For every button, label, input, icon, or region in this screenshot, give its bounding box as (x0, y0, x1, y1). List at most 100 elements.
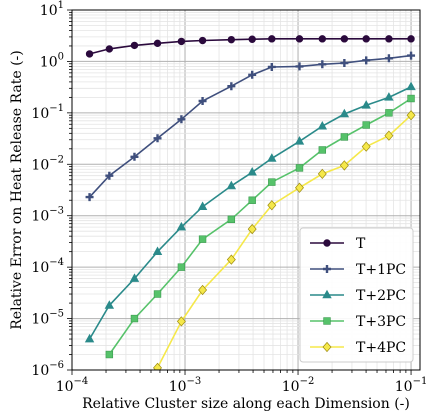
data-point (105, 45, 114, 53)
data-point (130, 41, 139, 50)
data-point (104, 300, 115, 309)
legend-label: T+3PC (356, 314, 406, 330)
series-line (156, 114, 412, 369)
data-point (406, 81, 416, 91)
y-axis-label: Relative Error on Heat Release Rate (-) (9, 50, 25, 329)
data-point (294, 136, 305, 145)
legend-item: T (310, 236, 366, 252)
data-point (198, 284, 208, 296)
data-point (197, 201, 208, 210)
data-point (384, 54, 393, 63)
data-point (268, 178, 276, 186)
data-point (295, 62, 304, 71)
x-axis-label: Relative Cluster size along each Dimensi… (82, 396, 410, 412)
data-point (407, 94, 415, 103)
plot-frame (71, 9, 421, 371)
legend-marker (322, 341, 332, 353)
data-point (105, 171, 114, 180)
data-point (247, 223, 257, 235)
y-tick-label: 10−4 (31, 257, 64, 276)
series-layer (84, 35, 416, 370)
data-point (130, 152, 139, 161)
data-point (85, 50, 94, 58)
data-point (153, 134, 162, 143)
legend-marker (323, 265, 331, 273)
data-point (339, 160, 349, 171)
data-point (384, 92, 394, 101)
data-point (248, 196, 256, 204)
y-tick-label: 10−1 (31, 103, 64, 122)
y-tick-label: 101 (40, 0, 64, 19)
legend-label: T+4PC (356, 340, 406, 356)
data-point (340, 35, 349, 43)
data-point (361, 141, 371, 152)
legend-item: T+2PC (310, 288, 406, 304)
data-point (85, 193, 94, 202)
data-point (318, 35, 327, 43)
data-point (227, 215, 236, 224)
data-point (177, 37, 186, 46)
data-point (176, 221, 187, 231)
x-tick-label: 10−2 (282, 376, 315, 395)
data-point (340, 59, 349, 68)
data-point (227, 82, 236, 91)
data-point (129, 273, 140, 282)
data-point (227, 35, 236, 44)
data-point (105, 350, 114, 359)
legend-marker (322, 289, 332, 299)
data-point (340, 133, 349, 141)
series-t-plus-3pc (105, 94, 415, 359)
data-point (362, 35, 370, 43)
data-point (339, 108, 350, 118)
legend-marker (323, 239, 331, 247)
legend-item: T+3PC (310, 314, 406, 330)
y-tick-label: 10−5 (31, 309, 64, 328)
data-point (153, 290, 162, 298)
data-point (268, 35, 276, 43)
data-point (317, 168, 327, 180)
ticks: 10−4 10−3 10−2 10−1 10−6 10−5 10−4 10−3 10−2 10−1… (31, 0, 427, 395)
x-tick-label: 10−3 (169, 376, 202, 395)
data-point (130, 314, 139, 323)
y-tick-label: 100 (40, 51, 64, 70)
data-point (362, 121, 370, 129)
data-point (267, 153, 277, 162)
data-point (198, 235, 207, 243)
data-point (152, 246, 163, 255)
data-point (153, 362, 162, 370)
data-point (317, 120, 328, 130)
data-point (295, 182, 304, 193)
data-point (318, 146, 327, 154)
data-point (295, 35, 304, 43)
data-point (362, 56, 371, 65)
data-point (361, 100, 371, 109)
y-tick-label: 10−2 (31, 154, 64, 173)
data-point (267, 62, 276, 71)
legend-label: T+2PC (356, 288, 406, 304)
data-point (226, 180, 237, 190)
data-point (248, 70, 257, 79)
data-point (407, 51, 416, 60)
data-point (84, 333, 95, 343)
data-point (153, 39, 162, 48)
data-point (177, 263, 186, 271)
data-point (385, 109, 393, 117)
data-point (407, 35, 415, 43)
data-point (198, 36, 207, 45)
data-point (198, 97, 207, 106)
legend: T T+1PC T+2PC T+3PC T+4PC (299, 227, 414, 363)
data-point (295, 164, 304, 172)
legend-label: T+1PC (356, 262, 406, 278)
legend-label: T (356, 236, 366, 252)
data-point (226, 254, 236, 265)
x-tick-label: 10−4 (56, 376, 89, 395)
legend-box (299, 227, 414, 363)
y-tick-label: 10−3 (31, 206, 64, 225)
x-tick-label: 10−1 (395, 376, 428, 395)
series-t-plus-1pc (85, 51, 416, 202)
data-point (384, 130, 394, 141)
data-point (318, 60, 327, 69)
data-point (176, 316, 186, 327)
data-point (247, 167, 257, 176)
legend-marker (323, 317, 331, 325)
